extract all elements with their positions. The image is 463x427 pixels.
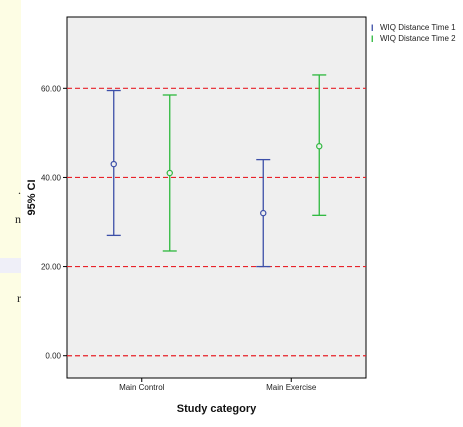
side-text-fragment: n (15, 212, 21, 226)
y-tick-label: 0.00 (45, 352, 61, 361)
plot-area (66, 16, 367, 379)
error-bar-chart: 0.00 20.00 40.00 60.00 Main Control Main Exer… (26, 16, 367, 415)
y-tick-label: 20.00 (41, 263, 62, 272)
x-tick-label: Main Control (119, 383, 165, 392)
y-tick-label: 60.00 (41, 84, 62, 93)
side-text-fragment: r (17, 291, 21, 305)
legend-label-series-2: WIQ Distance Time 2 (380, 34, 456, 43)
mean-point (260, 209, 267, 217)
legend-item-series-1: I WIQ Distance Time 1 (371, 22, 456, 33)
chart-legend: I WIQ Distance Time 1 I WIQ Distance Tim… (371, 22, 456, 44)
y-axis-label: 95% CI (26, 179, 38, 215)
legend-label-series-1: WIQ Distance Time 1 (380, 23, 456, 32)
x-axis-label: Study category (177, 403, 257, 415)
x-tick-label: Main Exercise (266, 383, 317, 392)
legend-errorbar-glyph-2: I (371, 33, 374, 44)
y-tick-label: 40.00 (41, 173, 62, 182)
legend-item-series-2: I WIQ Distance Time 2 (371, 33, 456, 44)
side-text-fragment: . (18, 183, 21, 197)
mean-point (110, 160, 117, 168)
left-side-panel: . n r (0, 0, 21, 427)
chart-card: 0.00 20.00 40.00 60.00 Main Control Main Exer… (21, 0, 463, 427)
legend-errorbar-glyph-1: I (371, 22, 374, 33)
mean-point (316, 143, 323, 150)
mean-point (166, 169, 173, 177)
side-highlight-row (0, 258, 21, 273)
